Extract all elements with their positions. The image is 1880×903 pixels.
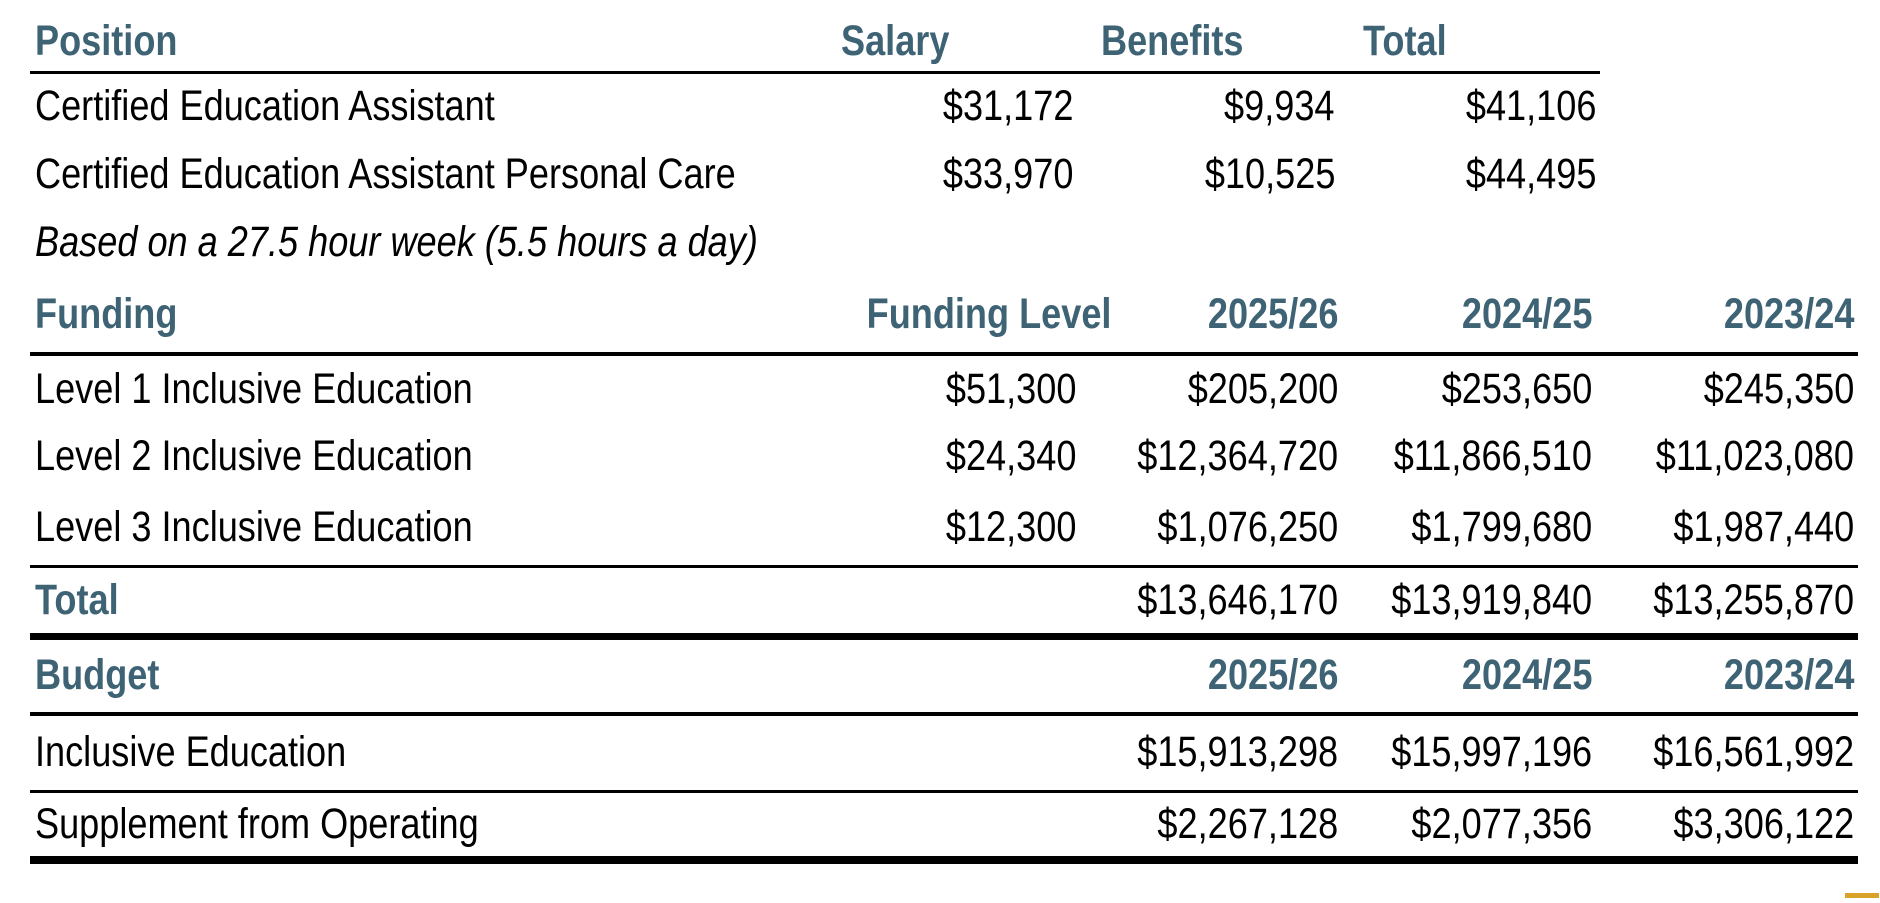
budget-column-header: Budget [30, 639, 820, 716]
table-row: Inclusive Education $15,913,298 $15,997,… [30, 713, 1858, 793]
funding-total-label: Total [30, 566, 820, 640]
budget-2023-24-cell: $3,306,122 [1596, 791, 1858, 864]
funding-total-2024-25-cell: $13,919,840 [1342, 566, 1596, 640]
budget-table: Budget 2025/26 2024/25 2023/24 Inclusive… [30, 639, 1858, 864]
year-2023-24-column-header: 2023/24 [1596, 639, 1858, 716]
hours-note: Based on a 27.5 hour week (5.5 hours a d… [35, 217, 758, 266]
funding-2025-26-cell: $12,364,720 [1137, 431, 1338, 480]
empty-cell [820, 791, 1080, 864]
note-row: Based on a 27.5 hour week (5.5 hours a d… [30, 208, 1600, 276]
funding-level-name-cell: Level 3 Inclusive Education [30, 490, 820, 568]
benefits-value-cell: $10,525 [1204, 149, 1335, 198]
total-value-cell: $44,495 [1465, 149, 1596, 198]
empty-cell [820, 713, 1080, 793]
table-row: Certified Education Assistant $31,172 $9… [30, 72, 1600, 140]
benefits-column-header: Benefits [1077, 12, 1339, 74]
position-table: Position Salary Benefits Total Certified… [30, 12, 1600, 276]
year-2024-25-column-header: 2024/25 [1342, 639, 1596, 716]
funding-2025-26-cell: $205,200 [1187, 364, 1338, 413]
funding-2023-24-cell: $245,350 [1703, 364, 1854, 413]
salary-value-cell: $31,172 [942, 82, 1073, 131]
budget-header-row: Budget 2025/26 2024/25 2023/24 [30, 639, 1858, 716]
year-2025-26-column-header: 2025/26 [1080, 276, 1342, 356]
table-row: Level 2 Inclusive Education $24,340 $12,… [30, 422, 1858, 490]
empty-cell [820, 566, 1080, 640]
funding-total-row: Total $13,646,170 $13,919,840 $13,255,87… [30, 566, 1858, 640]
budget-2024-25-cell: $15,997,196 [1342, 713, 1596, 793]
funding-2023-24-cell: $1,987,440 [1596, 490, 1858, 568]
budget-2024-25-cell: $2,077,356 [1342, 791, 1596, 864]
funding-column-header: Funding [30, 276, 820, 356]
funding-level-name-cell: Level 2 Inclusive Education [35, 431, 473, 480]
funding-2024-25-cell: $253,650 [1441, 364, 1592, 413]
funding-2023-24-cell: $11,023,080 [1655, 431, 1854, 480]
funding-level-rate-cell: $51,300 [945, 364, 1076, 413]
position-column-header: Position [30, 12, 817, 74]
funding-2024-25-cell: $1,799,680 [1342, 490, 1596, 568]
year-2023-24-column-header: 2023/24 [1596, 276, 1858, 356]
budget-2025-26-cell: $2,267,128 [1080, 791, 1342, 864]
funding-2024-25-cell: $11,866,510 [1393, 431, 1592, 480]
position-name-cell: Certified Education Assistant Personal C… [35, 149, 736, 198]
budget-line-name-cell: Inclusive Education [30, 713, 820, 793]
salary-value-cell: $33,970 [942, 149, 1073, 198]
year-2024-25-column-header: 2024/25 [1342, 276, 1596, 356]
position-name-cell: Certified Education Assistant [35, 82, 495, 131]
year-2025-26-column-header: 2025/26 [1080, 639, 1342, 716]
position-header-row: Position Salary Benefits Total [30, 12, 1600, 74]
benefits-value-cell: $9,934 [1224, 82, 1335, 131]
funding-level-column-header: Funding Level [820, 276, 1111, 356]
total-value-cell: $41,106 [1465, 82, 1596, 131]
funding-table: Funding Funding Level 2025/26 2024/25 20… [30, 276, 1858, 640]
table-row: Level 1 Inclusive Education $51,300 $205… [30, 354, 1858, 422]
funding-total-2023-24-cell: $13,255,870 [1596, 566, 1858, 640]
budget-2023-24-cell: $16,561,992 [1596, 713, 1858, 793]
funding-level-rate-cell: $24,340 [945, 431, 1076, 480]
funding-total-2025-26-cell: $13,646,170 [1080, 566, 1342, 640]
budget-line-name-cell: Supplement from Operating [30, 791, 820, 864]
total-column-header: Total [1339, 12, 1600, 74]
table-row: Supplement from Operating $2,267,128 $2,… [30, 791, 1858, 864]
funding-level-rate-cell: $12,300 [820, 490, 1080, 568]
funding-2025-26-cell: $1,076,250 [1080, 490, 1342, 568]
funding-level-name-cell: Level 1 Inclusive Education [35, 364, 473, 413]
budget-2025-26-cell: $15,913,298 [1080, 713, 1342, 793]
table-row: Certified Education Assistant Personal C… [30, 140, 1600, 208]
funding-header-row: Funding Funding Level 2025/26 2024/25 20… [30, 276, 1858, 356]
gold-accent-fragment [1845, 893, 1879, 898]
table-row: Level 3 Inclusive Education $12,300 $1,0… [30, 490, 1858, 568]
empty-cell [820, 639, 1080, 716]
salary-column-header: Salary [817, 12, 1077, 74]
